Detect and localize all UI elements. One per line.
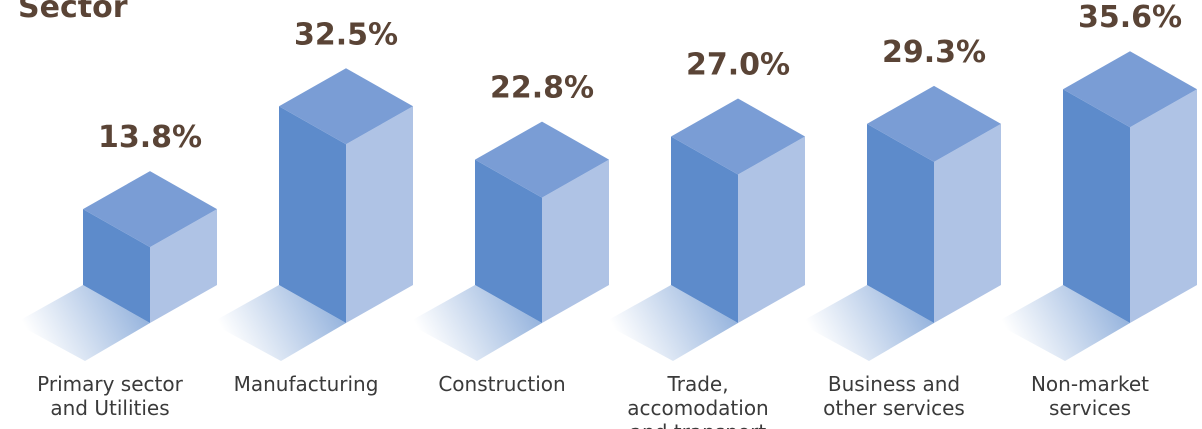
value-label: 13.8% [98, 120, 202, 155]
category-label: Non-market services [1030, 372, 1150, 420]
bar-shadow [995, 285, 1130, 361]
bar-side [1130, 89, 1197, 323]
bar-side [738, 136, 805, 323]
bar-side [542, 159, 609, 323]
category-label: Manufacturing [233, 372, 379, 396]
bar-shadow [15, 285, 150, 361]
value-label: 35.6% [1078, 0, 1182, 35]
value-label: 32.5% [294, 17, 398, 52]
bar-shadow [799, 285, 934, 361]
bar [83, 209, 150, 323]
bar-shadow [407, 285, 542, 361]
category-label: Business and other services [823, 372, 965, 420]
bar [1063, 89, 1130, 323]
bar-top [83, 171, 217, 248]
bar [671, 136, 738, 323]
bar [867, 123, 934, 323]
value-label: 27.0% [686, 48, 790, 83]
bar-top [671, 98, 805, 175]
bar-top [475, 121, 609, 198]
value-label: 22.8% [490, 71, 594, 106]
bar-shadow [603, 285, 738, 361]
chart-title: Sector [18, 0, 128, 25]
bar-shadow [211, 285, 346, 361]
bar [279, 106, 346, 323]
bar-side [150, 209, 217, 323]
bar-top [867, 85, 1001, 162]
bar-side [934, 123, 1001, 323]
category-label: Primary sector and Utilities [37, 372, 183, 420]
bar [475, 159, 542, 323]
bar-top [1063, 51, 1197, 128]
bar-top [279, 68, 413, 145]
category-label: Trade, accomodation and transport [627, 372, 769, 429]
bar-side [346, 106, 413, 323]
value-label: 29.3% [882, 35, 986, 70]
category-label: Construction [438, 372, 566, 396]
